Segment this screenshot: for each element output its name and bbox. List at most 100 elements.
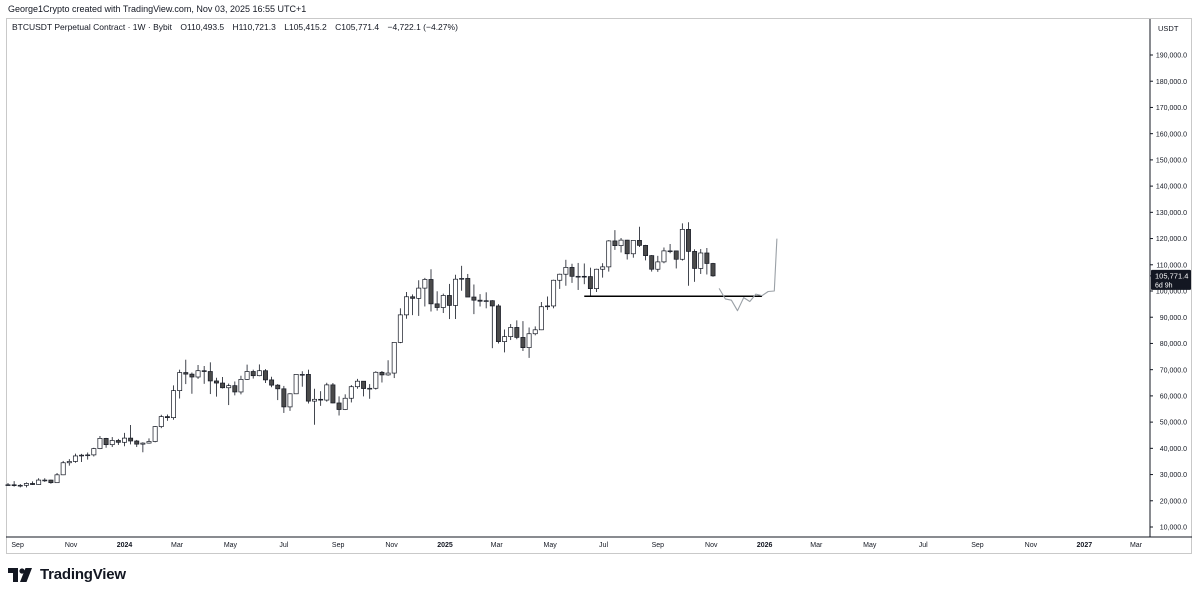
candle [195,364,201,379]
candle-body-down [336,402,342,410]
candle [416,280,422,316]
candle [538,302,544,331]
time-tick-label: Mar [171,542,184,549]
time-tick-label: 2026 [757,542,773,549]
candle [232,381,238,396]
candle [594,268,599,293]
chart-legend: BTCUSDT Perpetual Contract · 1W · Bybit … [12,22,464,32]
candle-body-down [428,279,434,305]
candle [164,414,170,421]
candle [502,329,508,353]
candle [97,436,103,450]
candle-body-down [220,382,226,389]
last-price-value: 105,771.4 [1155,271,1188,280]
candle-body-down [379,371,385,376]
candle-body-up [551,279,557,307]
candle-body-up [36,479,42,485]
time-tick-label: Sep [971,542,984,549]
candle-body-down [263,370,268,381]
candle-body-up [661,250,667,263]
drawings-layer [584,238,778,312]
candle [183,359,189,385]
candle-body-up [122,437,127,443]
candle [710,262,716,277]
candle-body-down [183,372,189,375]
candle-body-up [354,380,360,388]
candle-body-down [134,440,140,445]
candle-body-up [226,385,232,389]
price-tick-label: 30,000.0 [1160,472,1187,479]
candle [692,249,698,282]
candle-body-up [532,329,538,335]
candle-body-up [391,342,397,374]
price-tick-label: 20,000.0 [1160,498,1187,505]
candle [42,478,48,482]
candle [318,391,324,406]
candle-body-up [23,483,29,486]
price-tick-label: 160,000.0 [1156,131,1187,138]
tradingview-brand[interactable]: TradingView [8,566,126,583]
candle [361,380,367,397]
candle-body-down [269,379,275,386]
price-tick-label: 180,000.0 [1156,79,1187,86]
candle-body-up [54,474,60,484]
candle-body-up [171,390,176,419]
candle-body-up [404,296,409,316]
candle [207,362,213,395]
candle-body-down [692,251,698,269]
time-tick-label: 2024 [117,542,133,549]
candle-body-up [679,229,685,260]
time-tick-label: May [224,542,238,549]
candle [624,239,630,260]
candle-body-up [459,278,465,280]
tradingview-logo-icon [8,567,32,582]
candle-body-up [348,386,354,399]
candle-body-down [446,295,452,306]
candle-body-up [575,275,581,278]
price-tick-label: 40,000.0 [1160,446,1187,453]
candle-body-up [698,252,704,269]
candle [587,267,593,296]
candle [686,222,691,286]
candle-body-up [97,438,103,449]
candle-body-down [30,483,35,485]
candle-body-up [42,479,48,482]
candle-body-up [152,426,158,442]
candle-body-down [213,380,219,384]
legend-change: −4,722.1 (−4.27%) [387,22,458,32]
candle-body-up [299,374,305,376]
candle-body-up [238,379,244,393]
candle [532,326,538,336]
candle-body-down [710,263,716,277]
candle-body-down [520,337,526,348]
candle [446,283,452,320]
candle-body-up [606,240,612,268]
candle [606,240,612,272]
candle-body-down [305,374,311,402]
candle-body-up [342,397,348,410]
candle [293,374,299,395]
candle [30,481,35,486]
price-axis[interactable]: USDT 190,000.0 180,000.0 170,000.0 160,000.0… [1149,19,1187,537]
candle [336,396,342,416]
candle [471,284,477,315]
time-axis[interactable]: Sep Nov 2024 Mar May Jul Sep Nov 2025 Mar May Jul Se… [6,536,1192,549]
candle [373,371,379,390]
time-tick-label: Mar [491,542,504,549]
candle-body-down [361,380,367,389]
candle-body-up [5,484,11,486]
candle [367,384,373,399]
candle-body-up [158,416,164,427]
candle [649,255,655,272]
candle-body-up [177,372,183,391]
time-tick-label: 2025 [437,542,453,549]
candle-body-down [495,305,501,342]
candle-body-down [250,371,256,377]
candle [23,482,29,488]
candle [679,223,685,261]
candle [158,414,164,429]
price-tick-label: 150,000.0 [1156,157,1187,164]
candle-body-down [410,296,416,299]
candle [103,437,109,448]
